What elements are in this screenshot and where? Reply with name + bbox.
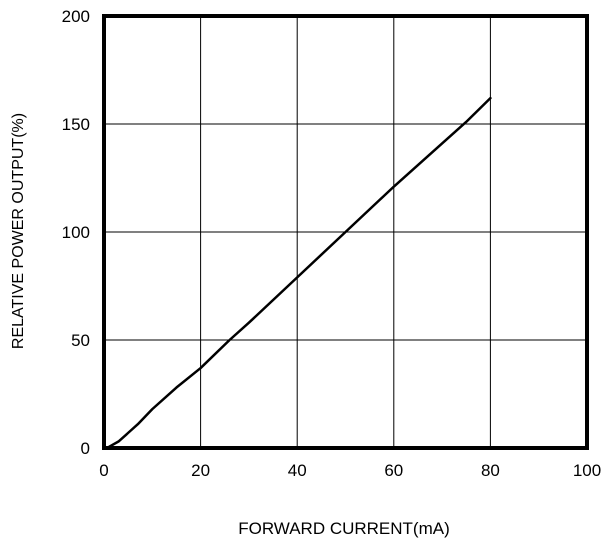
y-tick-labels: 0 50 100 150 200 <box>62 7 90 458</box>
frame-layer <box>102 14 589 450</box>
series-line <box>107 96 492 449</box>
x-tick-label: 0 <box>99 461 108 480</box>
x-tick-labels: 0 20 40 60 80 100 <box>99 461 601 480</box>
y-tick-label: 50 <box>71 331 90 350</box>
y-axis-label: RELATIVE POWER OUTPUT(%) <box>10 113 27 349</box>
x-tick-label: 100 <box>573 461 601 480</box>
x-axis-label: FORWARD CURRENT(mA) <box>238 519 450 538</box>
plot-frame <box>102 14 589 450</box>
x-tick-label: 40 <box>288 461 307 480</box>
y-tick-label: 0 <box>81 439 90 458</box>
series-layer <box>107 96 492 449</box>
y-tick-label: 150 <box>62 115 90 134</box>
y-tick-label: 200 <box>62 7 90 26</box>
x-tick-label: 80 <box>481 461 500 480</box>
x-tick-label: 20 <box>191 461 210 480</box>
x-tick-label: 60 <box>384 461 403 480</box>
y-tick-label: 100 <box>62 223 90 242</box>
